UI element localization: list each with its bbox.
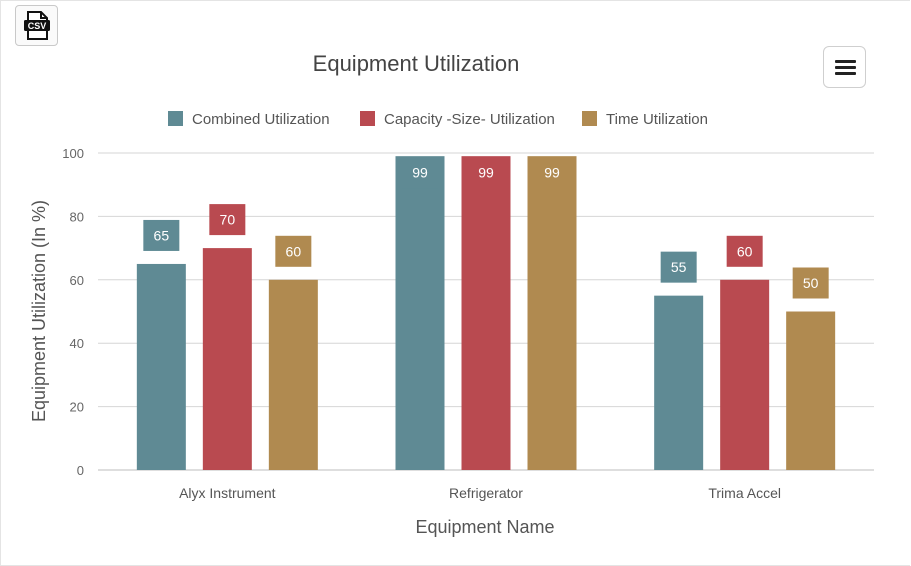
csv-icon-label: CSV xyxy=(28,21,47,31)
hamburger-menu-icon-bar-2 xyxy=(835,66,856,69)
export-csv-button[interactable]: CSV xyxy=(15,5,58,46)
hamburger-menu-icon-bar-3 xyxy=(835,72,856,75)
csv-file-icon: CSV xyxy=(24,11,50,40)
chart-menu-button[interactable] xyxy=(823,46,866,88)
hamburger-menu-icon xyxy=(835,60,856,63)
